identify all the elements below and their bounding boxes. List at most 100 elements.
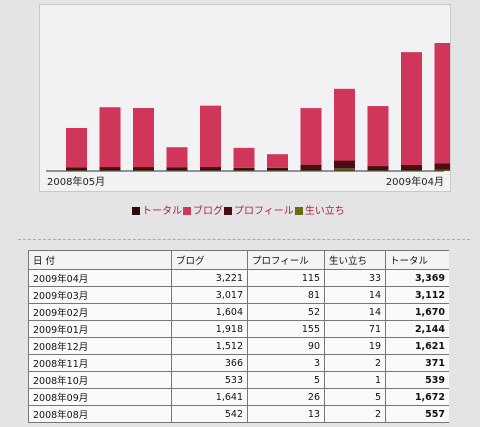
cell-born: 71 [324,320,386,338]
cell-total: 371 [385,354,449,372]
chart-legend: トータル ブログ プロフィール 生い立ち [132,202,346,217]
bar-blog [401,52,422,165]
cell-born: 14 [324,286,386,304]
cell-total: 1,621 [385,337,449,355]
cell-born: 2 [324,405,386,423]
bar-blog [66,127,87,168]
cell-born: 5 [324,388,386,406]
monthly-stats-table: 日 付 ブログ プロフィール 生い立ち トータル 2009年04月 3,221 … [28,250,449,423]
cell-born: 33 [324,269,386,287]
legend-item-blog: ブログ [183,202,223,217]
cell-profile: 115 [247,269,325,287]
cell-date: 2008年11月 [28,354,172,372]
bar-blog [267,154,288,168]
header-date: 日 付 [28,250,172,270]
cell-blog: 1,918 [171,320,248,338]
bar-blog [300,108,322,165]
stats-table-wrapper: 日 付 ブログ プロフィール 生い立ち トータル 2009年04月 3,221 … [28,250,449,427]
cell-total: 2,144 [385,320,449,338]
legend-swatch [224,207,232,215]
bar-profile [133,167,154,170]
cell-blog: 1,604 [171,303,248,321]
access-bar-chart [46,43,450,172]
bar-profile [99,167,121,170]
cell-profile: 81 [247,286,325,304]
bar-born [434,169,450,171]
bar-blog [166,147,188,168]
cell-born: 19 [324,337,386,355]
bar-blog [434,43,450,164]
table-row: 2009年02月 1,604 52 14 1,670 [28,303,449,321]
bar-profile [401,164,422,170]
header-profile: プロフィール [247,250,325,270]
cell-total: 1,672 [385,388,449,406]
cell-blog: 542 [171,405,248,423]
cell-total: 557 [385,405,449,423]
bar-blog [133,107,154,168]
cell-blog: 1,512 [171,337,248,355]
table-row: 2008年11月 366 3 2 371 [28,354,449,372]
bar-profile [267,167,288,170]
cell-date: 2008年08月 [28,405,172,423]
cell-date: 2008年10月 [28,371,172,389]
cell-blog: 366 [171,354,248,372]
cell-born: 2 [324,354,386,372]
cell-profile: 52 [247,303,325,321]
cell-born: 1 [324,371,386,389]
cell-profile: 13 [247,405,325,423]
bar-profile [434,163,450,170]
cell-date: 2009年04月 [28,269,172,287]
bar-blog [367,106,389,167]
cell-date: 2009年03月 [28,286,172,304]
cell-born: 14 [324,303,386,321]
chart-start-label: 2008年05月 [47,177,106,188]
bar-profile [300,164,322,170]
cell-blog: 533 [171,371,248,389]
header-blog: ブログ [171,250,248,270]
bar-profile [233,167,255,170]
bar-blog [334,88,355,161]
table-row: 2009年03月 3,017 81 14 3,112 [28,286,449,304]
bar-blog [200,105,221,168]
cell-profile: 5 [247,371,325,389]
bar-profile [334,160,355,169]
cell-profile: 155 [247,320,325,338]
table-row: 2009年04月 3,221 115 33 3,369 [28,269,449,287]
chart-end-label: 2009年04月 [385,177,444,188]
section-divider [18,239,470,240]
cell-total: 1,670 [385,303,449,321]
cell-date: 2008年09月 [28,388,172,406]
header-total: トータル [385,250,449,270]
cell-total: 3,369 [385,269,449,287]
table-row: 2008年08月 542 13 2 557 [28,405,449,423]
legend-item-born: 生い立ち [294,202,345,217]
table-header-row: 日 付 ブログ プロフィール 生い立ち トータル [28,250,449,270]
table-row: 2008年09月 1,641 26 5 1,672 [28,388,449,406]
table-row: 2009年01月 1,918 155 71 2,144 [28,320,449,338]
header-born: 生い立ち [324,250,386,270]
legend-swatch [294,207,303,215]
cell-total: 539 [385,371,449,389]
cell-profile: 26 [247,388,325,406]
cell-date: 2008年12月 [28,337,172,355]
bar-profile [200,167,221,170]
legend-swatch [183,207,191,215]
table-row: 2008年12月 1,512 90 19 1,621 [28,337,449,355]
bar-blog [99,107,121,168]
cell-date: 2009年01月 [28,320,172,338]
cell-blog: 1,641 [171,388,248,406]
chart-panel: 2008年05月 2009年04月 [39,4,451,192]
legend-item-total: トータル [132,202,182,217]
table-row: 2008年10月 533 5 1 539 [28,371,449,389]
cell-date: 2009年02月 [28,303,172,321]
cell-total: 3,112 [385,286,449,304]
bar-profile [367,166,389,170]
cell-blog: 3,017 [171,286,248,304]
cell-blog: 3,221 [171,269,248,287]
cell-profile: 3 [247,354,325,372]
bar-blog [233,147,255,168]
bar-born [334,168,355,171]
legend-item-profile: プロフィール [224,202,294,217]
cell-profile: 90 [247,337,325,355]
bar-profile [66,167,87,170]
